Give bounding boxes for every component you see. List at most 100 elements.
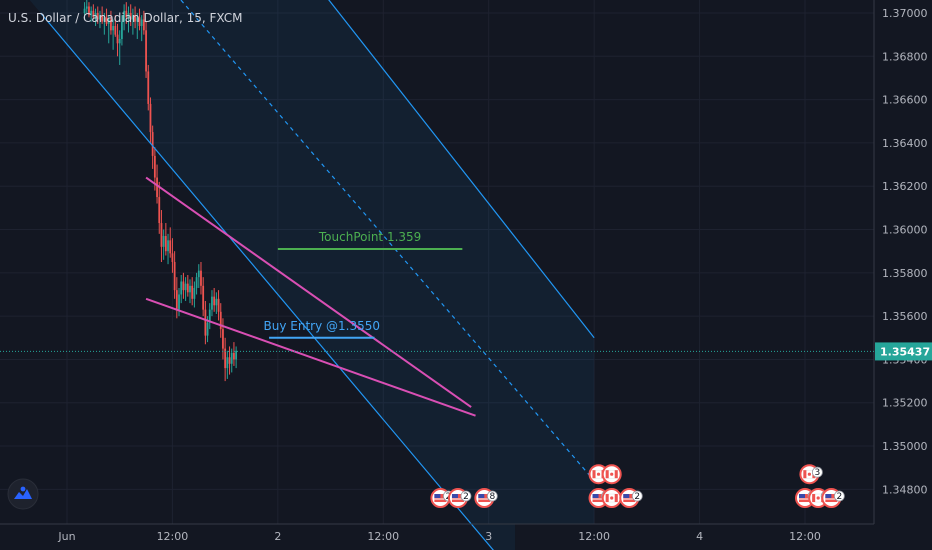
candle-body: [191, 285, 194, 299]
candle-body: [186, 283, 189, 293]
event-marker[interactable]: [601, 464, 622, 485]
event-marker[interactable]: 2: [619, 488, 643, 509]
event-marker[interactable]: 2: [821, 488, 845, 509]
candle-body: [83, 8, 86, 13]
candle-body: [142, 19, 145, 31]
y-tick-label: 1.35000: [882, 440, 928, 453]
y-tick-label: 1.36000: [882, 224, 928, 237]
tradingview-logo-icon[interactable]: [7, 478, 39, 510]
channel-fill: [29, 0, 595, 550]
x-tick-label: 12:00: [789, 530, 821, 543]
candle-body: [208, 309, 211, 323]
event-count: 2: [634, 492, 640, 502]
event-marker[interactable]: 8: [474, 488, 498, 509]
candle-body: [189, 285, 191, 293]
candle-body: [224, 348, 227, 369]
event-count: 3: [815, 468, 821, 478]
symbol-title: U.S. Dollar / Canadian Dollar, 15, FXCM: [8, 11, 243, 25]
canada-flag-leaf: [610, 496, 614, 500]
x-tick-label: 12:00: [578, 530, 610, 543]
y-tick-label: 1.35600: [882, 310, 928, 323]
candle-body: [145, 30, 147, 72]
touchpoint-label: TouchPoint 1.359: [318, 230, 421, 244]
canada-flag-right: [614, 494, 618, 503]
candle-body: [160, 223, 163, 247]
candle-body: [164, 236, 167, 252]
x-tick-label: 12:00: [157, 530, 189, 543]
y-tick-label: 1.37000: [882, 7, 928, 20]
event-marker[interactable]: 3: [799, 464, 823, 485]
candle-body: [129, 12, 132, 20]
event-count-badge: [486, 490, 498, 502]
candle-body: [90, 10, 93, 16]
drawings[interactable]: Buy Entry @1.3550 TouchPoint 1.359: [40, 0, 595, 550]
candle-body: [94, 12, 97, 18]
event-count-badge: [833, 490, 845, 502]
candle-body: [110, 19, 112, 31]
candle-body: [235, 350, 238, 360]
candle-body: [149, 103, 152, 133]
canada-flag-leaf: [816, 496, 820, 500]
candle-body: [213, 296, 216, 306]
candle-body: [162, 236, 165, 247]
us-flag-canton: [799, 494, 805, 499]
y-tick-label: 1.36400: [882, 137, 928, 150]
time-axis[interactable]: Jun 12:00 2 12:00 3 12:00 4 12:00: [57, 530, 820, 543]
canada-flag-left: [605, 494, 609, 503]
candle-body: [127, 12, 130, 18]
candle-body: [138, 17, 141, 26]
economic-events[interactable]: 228523312: [430, 464, 845, 509]
candle-body: [195, 277, 198, 288]
candle-body: [204, 309, 207, 336]
candle-body: [226, 357, 229, 369]
canada-flag-right: [614, 470, 618, 479]
candle-body: [175, 290, 178, 310]
candle-body: [230, 352, 233, 364]
candle-body: [171, 253, 174, 262]
x-tick-label: Jun: [57, 530, 75, 543]
candle-body: [153, 155, 156, 178]
event-marker[interactable]: 2: [447, 488, 472, 509]
canada-flag-leaf: [610, 472, 614, 476]
event-count: 2: [836, 492, 842, 502]
candle-body: [228, 357, 231, 364]
last-price: 1.35437: [0, 342, 932, 361]
candle-body: [151, 132, 154, 156]
candle-body: [112, 25, 115, 31]
event-count: 8: [489, 492, 495, 502]
channel-area: [29, 0, 595, 550]
candle-body: [156, 177, 158, 198]
us-flag-canton: [592, 494, 599, 499]
wedge-lower-line[interactable]: [145, 297, 476, 417]
candle-body: [182, 281, 185, 291]
channel-upper-line[interactable]: [67, 0, 595, 339]
candle-body: [99, 15, 101, 20]
channel-lower-line[interactable]: [40, 12, 515, 550]
wedge-upper-line[interactable]: [145, 176, 472, 408]
candle-body: [121, 21, 123, 39]
candle-body: [136, 17, 139, 22]
canada-flag-leaf: [596, 472, 601, 476]
candle-body: [88, 6, 90, 16]
candle-body: [96, 12, 99, 20]
us-flag-canton: [623, 494, 630, 499]
y-tick-label: 1.35200: [882, 397, 928, 410]
y-tick-label: 1.35800: [882, 267, 928, 280]
channel-middle-line[interactable]: [155, 0, 595, 482]
canada-flag-left: [812, 494, 816, 503]
candle-body: [219, 311, 222, 330]
candle-body: [101, 15, 104, 22]
event-marker[interactable]: [601, 488, 622, 509]
candle-body: [167, 240, 169, 252]
candle-body: [211, 296, 213, 310]
candle-body: [202, 285, 205, 310]
x-tick-label: 2: [274, 530, 281, 543]
event-count-badge: [811, 466, 823, 478]
y-tick-label: 1.36800: [882, 50, 928, 63]
candles: [83, 0, 238, 382]
us-flag-canton: [478, 494, 485, 499]
candle-body: [169, 240, 172, 254]
candle-body: [118, 38, 121, 44]
